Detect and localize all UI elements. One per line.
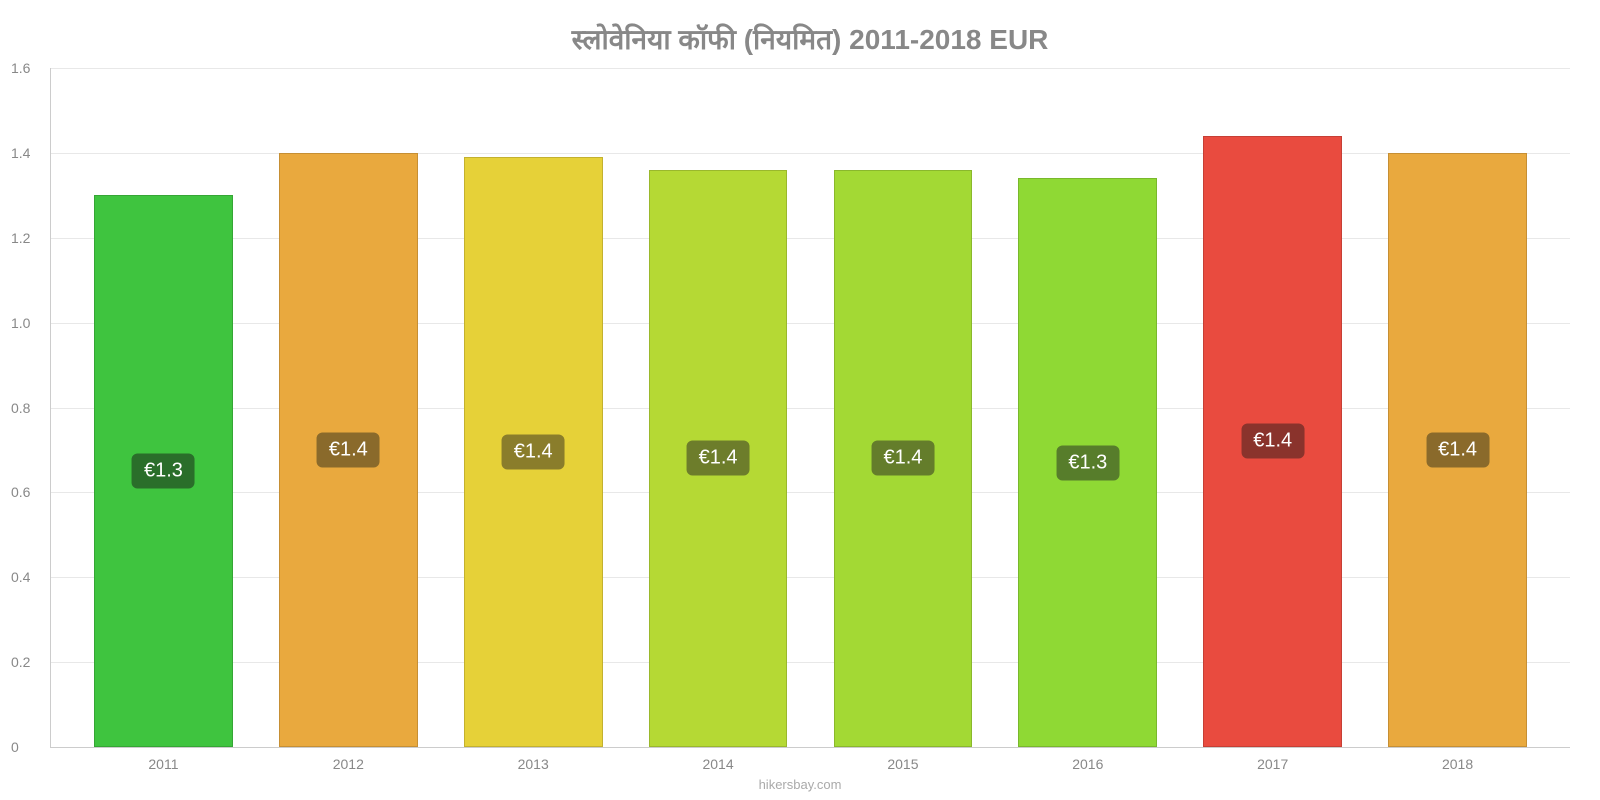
bar-value-badge: €1.4 — [1426, 432, 1489, 467]
bar-group: €1.42014 — [626, 68, 811, 747]
bar: €1.4 — [649, 170, 788, 747]
bar: €1.4 — [1203, 136, 1342, 747]
bar-value-badge: €1.4 — [317, 432, 380, 467]
bar-value-badge: €1.3 — [132, 454, 195, 489]
y-axis-label: 1.4 — [11, 145, 30, 161]
x-axis-label: 2014 — [702, 756, 733, 772]
x-axis-label: 2016 — [1072, 756, 1103, 772]
y-axis-label: 0.4 — [11, 569, 30, 585]
bar-value-badge: €1.4 — [871, 441, 934, 476]
y-axis-label: 0.6 — [11, 484, 30, 500]
bar-value-badge: €1.4 — [687, 441, 750, 476]
x-axis-label: 2013 — [518, 756, 549, 772]
bar: €1.4 — [464, 157, 603, 747]
bar-value-badge: €1.4 — [1241, 424, 1304, 459]
x-axis-label: 2015 — [887, 756, 918, 772]
bar: €1.4 — [1388, 153, 1527, 747]
bar-group: €1.42018 — [1365, 68, 1550, 747]
bar-value-badge: €1.4 — [502, 435, 565, 470]
chart-container: स्लोवेनिया कॉफी (नियमित) 2011-2018 EUR €… — [0, 0, 1600, 800]
x-axis-label: 2011 — [148, 756, 178, 772]
x-axis-label: 2017 — [1257, 756, 1288, 772]
y-axis-label: 0 — [11, 739, 19, 755]
y-axis-label: 0.8 — [11, 400, 30, 416]
chart-title: स्लोवेनिया कॉफी (नियमित) 2011-2018 EUR — [50, 20, 1570, 58]
bar-group: €1.42017 — [1180, 68, 1365, 747]
bar-group: €1.42015 — [811, 68, 996, 747]
y-axis-label: 0.2 — [11, 654, 30, 670]
y-axis-label: 1.2 — [11, 230, 30, 246]
bar: €1.3 — [94, 195, 233, 747]
bar: €1.3 — [1018, 178, 1157, 747]
x-axis-label: 2018 — [1442, 756, 1473, 772]
attribution-text: hikersbay.com — [759, 777, 842, 792]
bar-value-badge: €1.3 — [1056, 445, 1119, 480]
bar: €1.4 — [279, 153, 418, 747]
y-axis-label: 1.0 — [11, 315, 30, 331]
x-axis-label: 2012 — [333, 756, 364, 772]
plot-area: €1.32011€1.42012€1.42013€1.42014€1.42015… — [50, 68, 1570, 748]
bar-group: €1.42013 — [441, 68, 626, 747]
bar-group: €1.32011 — [71, 68, 256, 747]
bars-container: €1.32011€1.42012€1.42013€1.42014€1.42015… — [51, 68, 1570, 747]
bar: €1.4 — [834, 170, 973, 747]
bar-group: €1.42012 — [256, 68, 441, 747]
bar-group: €1.32016 — [995, 68, 1180, 747]
y-axis-label: 1.6 — [11, 60, 30, 76]
